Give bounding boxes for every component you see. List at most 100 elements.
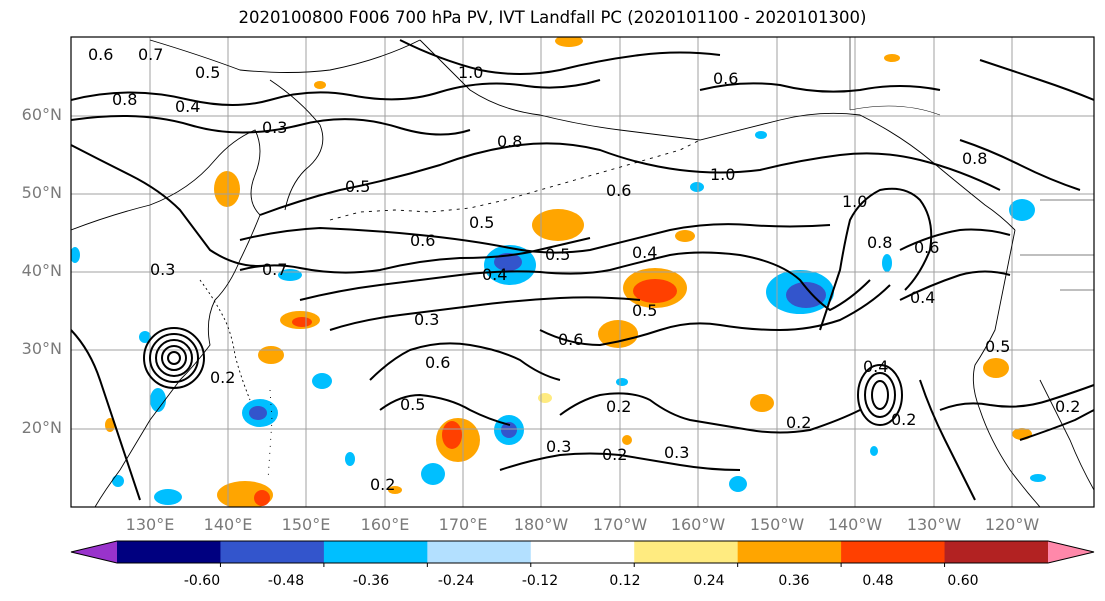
lon-label: 130°E xyxy=(125,515,175,534)
anomaly-negative xyxy=(71,247,80,263)
lon-label: 150°W xyxy=(749,515,805,534)
alaska-coast xyxy=(419,39,1016,231)
contour-label: 0.3 xyxy=(262,118,287,137)
colorbar-extend-low xyxy=(71,541,117,563)
colorbar-segment xyxy=(117,541,221,563)
map-frame xyxy=(70,36,1095,508)
anomaly-negative xyxy=(421,463,445,485)
kamchatka-coast xyxy=(269,79,324,211)
anomaly-positive xyxy=(258,346,284,364)
contour-label: 0.6 xyxy=(88,45,113,64)
colorbar-segment xyxy=(530,541,635,563)
contour-label: 0.2 xyxy=(602,445,627,464)
colorbar-tick-label: -0.60 xyxy=(183,573,221,589)
contour-label: 1.0 xyxy=(710,165,735,184)
anomaly-positive xyxy=(538,393,552,403)
anomaly-positive xyxy=(254,490,270,506)
anomaly-positive xyxy=(750,394,774,412)
siberia-coast xyxy=(149,39,421,73)
anomaly-negative xyxy=(345,452,355,466)
lon-label: 150°E xyxy=(281,515,331,534)
anomaly-positive xyxy=(314,81,326,89)
colorbar-extend-high xyxy=(1048,541,1094,563)
anomaly-negative xyxy=(870,446,878,456)
anomaly-negative xyxy=(150,388,166,412)
anomaly-negative xyxy=(755,131,767,139)
anomaly-positive xyxy=(388,486,402,494)
colorbar-tick-label: -0.12 xyxy=(521,573,559,589)
contour-label: 0.5 xyxy=(345,177,370,196)
anomaly-negative xyxy=(312,373,332,389)
map-title: 2020100800 F006 700 hPa PV, IVT Landfall… xyxy=(238,8,867,27)
anomaly-negative xyxy=(494,253,522,271)
anomaly-negative xyxy=(1009,199,1035,221)
anomaly-positive xyxy=(214,171,240,207)
asia-coast xyxy=(71,129,261,507)
colorbar-segment xyxy=(323,541,428,563)
anomaly-negative xyxy=(616,378,628,386)
colorbar-segment xyxy=(220,541,325,563)
canada-border xyxy=(849,37,1094,291)
contour-label: 0.5 xyxy=(545,245,570,264)
colorbar-tick-label: 0.48 xyxy=(862,573,894,589)
contour-label: 0.2 xyxy=(210,368,235,387)
lat-label: 60°N xyxy=(21,105,62,124)
anomaly-negative xyxy=(112,475,124,487)
anomaly-positive xyxy=(884,54,900,62)
contour-label: 0.4 xyxy=(632,243,657,262)
anomaly-positive xyxy=(292,317,312,327)
contour-label: 1.0 xyxy=(458,63,483,82)
contour-label: 0.8 xyxy=(962,149,987,168)
anomaly-positive xyxy=(598,320,638,348)
contour-label: 0.3 xyxy=(414,310,439,329)
colorbar-tick-label: -0.24 xyxy=(437,573,475,589)
anomaly-negative xyxy=(690,182,704,192)
contour-label: 0.3 xyxy=(546,437,571,456)
contour-label: 0.5 xyxy=(985,337,1010,356)
anomaly-positive xyxy=(532,209,584,241)
anomaly-negative xyxy=(154,489,182,505)
contour-label: 0.6 xyxy=(558,330,583,349)
contour-label: 0.3 xyxy=(150,260,175,279)
colorbar-segment xyxy=(737,541,842,563)
lon-label: 160°W xyxy=(670,515,726,534)
contour-label: 0.7 xyxy=(262,260,287,279)
colorbar-segment xyxy=(634,541,739,563)
contour-label: 0.4 xyxy=(482,265,507,284)
contour-label: 0.5 xyxy=(400,395,425,414)
contour-label: 0.7 xyxy=(138,45,163,64)
lon-label: 120°W xyxy=(984,515,1040,534)
contour-label: 0.8 xyxy=(497,132,522,151)
lon-label: 140°E xyxy=(203,515,253,534)
colorbar-tick-label: -0.36 xyxy=(352,573,390,589)
colorbar-segment xyxy=(427,541,532,563)
contour-label: 0.4 xyxy=(175,97,200,116)
lon-label: 130°W xyxy=(906,515,962,534)
contour-labels: 0.6 0.7 0.5 0.8 0.4 0.3 1.0 0.8 0.6 1.0 … xyxy=(88,45,1080,494)
contour-label: 0.6 xyxy=(606,181,631,200)
lat-label: 50°N xyxy=(21,183,62,202)
colorbar-tick-label: 0.60 xyxy=(947,573,979,589)
colorbar-segment xyxy=(944,541,1049,563)
japan-islands xyxy=(199,279,251,401)
lon-label: 170°E xyxy=(438,515,488,534)
lon-label: 160°E xyxy=(360,515,410,534)
lon-label: 180°W xyxy=(513,515,569,534)
anomaly-positive xyxy=(442,421,462,449)
lon-label: 140°W xyxy=(827,515,883,534)
anomaly-negative xyxy=(786,282,826,308)
baja-coast xyxy=(1039,379,1094,491)
pv-contours xyxy=(71,39,1094,501)
lat-label: 30°N xyxy=(21,339,62,358)
anomaly-negative xyxy=(1030,474,1046,482)
lat-label: 20°N xyxy=(21,418,62,437)
colorbar-segment xyxy=(841,541,946,563)
anomaly-negative xyxy=(249,406,267,420)
contour-label: 0.2 xyxy=(370,475,395,494)
anomaly-negative xyxy=(882,254,892,272)
north-america-coast xyxy=(972,229,1041,507)
anomaly-negative xyxy=(139,331,151,343)
colorbar-tick-label: 0.12 xyxy=(609,573,641,589)
anomaly-positive xyxy=(1012,428,1032,440)
